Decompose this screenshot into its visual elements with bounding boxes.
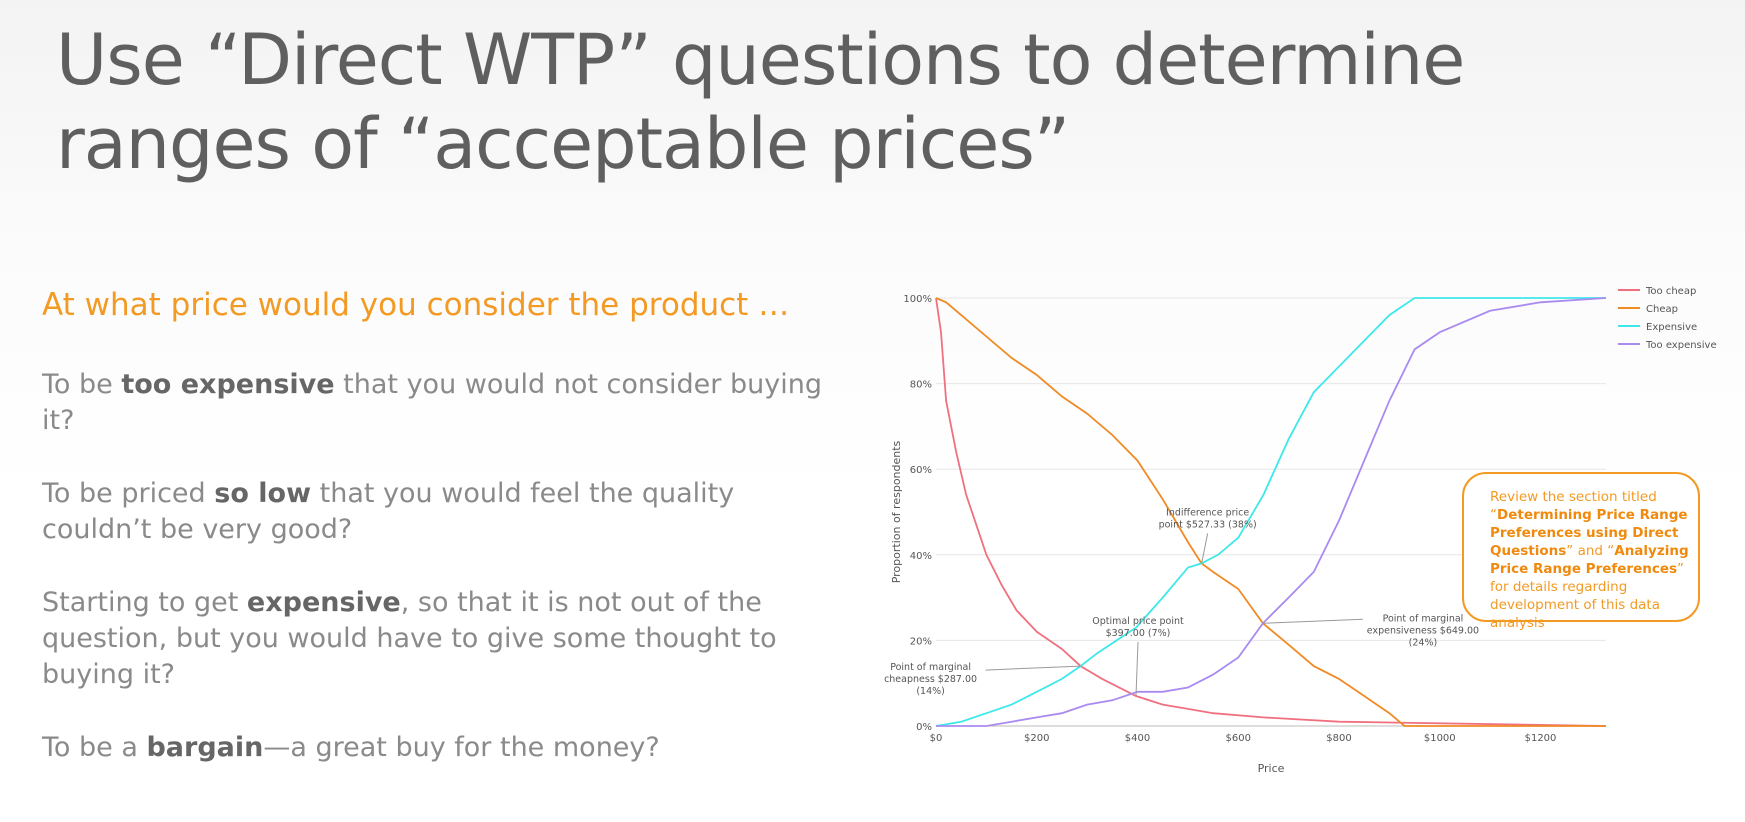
question-text: that you would feel the quality couldn’t… [42, 478, 735, 545]
callout-bold: Determining Price Range Preferences usin… [1490, 507, 1688, 559]
x-tick-label: $800 [1326, 733, 1351, 744]
series-line-expensive [935, 297, 1606, 727]
question-keyword: so low [214, 478, 312, 509]
annotation-label: $397.00 (7%) [1106, 628, 1171, 639]
x-tick-label: $600 [1226, 733, 1251, 744]
y-tick-label: 80% [910, 380, 932, 391]
x-tick-label: $400 [1125, 733, 1150, 744]
annotation-leader [1135, 642, 1139, 697]
question-expensive: Starting to get expensive, so that it is… [42, 585, 822, 693]
slide-title-line-1: Use “Direct WTP” questions to determine [56, 19, 1465, 101]
y-tick-label: 40% [910, 551, 932, 562]
question-text: Starting to get [42, 587, 247, 618]
series-line-too-expensive [936, 297, 1607, 727]
question-too-expensive: To be too expensive that you would not c… [42, 367, 822, 439]
question-keyword: too expensive [121, 369, 335, 400]
legend-label: Cheap [1646, 304, 1678, 315]
question-text: To be priced [42, 478, 215, 509]
callout-bold: Analyzing Price Range Preferences [1490, 543, 1689, 577]
callout-text: ” for details regarding development of t… [1490, 561, 1685, 631]
annotation-label: point $527.33 (38%) [1159, 519, 1257, 530]
question-text: that you would not consider buying it? [42, 369, 822, 436]
x-axis-title: Price [1258, 762, 1285, 775]
x-tick-label: $1200 [1525, 733, 1557, 744]
x-tick-label: $1000 [1424, 733, 1456, 744]
annotation-leader [1262, 618, 1363, 624]
question-heading: At what price would you consider the pro… [42, 287, 790, 323]
y-axis-title: Proportion of respondents [890, 440, 903, 583]
y-tick-label: 60% [910, 465, 932, 476]
callout-text: ” and “ [1566, 543, 1615, 559]
annotation-label: cheapness $287.00 [884, 674, 977, 685]
annotation-label: Indifference price [1166, 507, 1249, 518]
annotation-leader [1201, 533, 1209, 564]
question-text: To be [42, 369, 122, 400]
question-keyword: expensive [246, 587, 401, 618]
question-text: To be a [42, 732, 147, 763]
question-bargain: To be a bargain—a great buy for the mone… [42, 730, 822, 766]
review-callout: Review the section titled “Determining P… [1462, 472, 1700, 631]
question-too-cheap: To be priced so low that you would feel … [42, 476, 822, 548]
legend-label: Too cheap [1645, 286, 1696, 297]
y-tick-label: 20% [910, 636, 932, 647]
annotation-label: (14%) [916, 686, 945, 697]
series-line-cheap [935, 297, 1606, 727]
legend-label: Expensive [1646, 322, 1697, 333]
slide-title: Use “Direct WTP” questions to determine … [56, 18, 1656, 186]
annotation-leader [985, 665, 1081, 671]
y-tick-label: 100% [903, 294, 932, 305]
y-tick-label: 0% [916, 722, 932, 733]
callout-text: Review the section titled “ [1490, 489, 1657, 523]
x-tick-label: $0 [930, 733, 943, 744]
annotation-label: Optimal price point [1092, 616, 1184, 627]
annotation-label: expensiveness $649.00 [1367, 625, 1479, 636]
question-text: , so that it is not out of the question,… [42, 587, 777, 690]
question-keyword: bargain [146, 732, 264, 763]
slide-title-line-2: ranges of “acceptable prices” [56, 103, 1070, 185]
series-line-too-cheap [935, 297, 1607, 727]
annotation-label: Point of marginal [1383, 613, 1464, 624]
x-tick-label: $200 [1024, 733, 1049, 744]
question-text: —a great buy for the money? [263, 732, 660, 763]
legend-label: Too expensive [1645, 340, 1717, 351]
annotation-label: (24%) [1409, 637, 1438, 648]
annotation-label: Point of marginal [890, 662, 971, 673]
